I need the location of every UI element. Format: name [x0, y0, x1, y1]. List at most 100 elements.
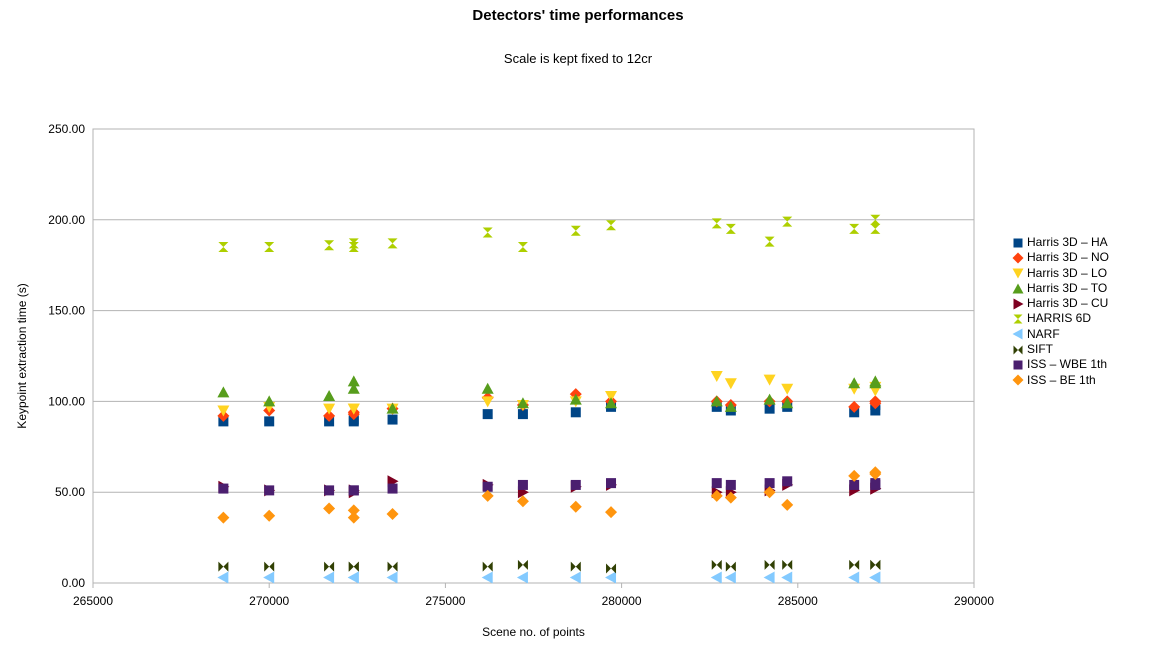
y-tick-label: 150.00 [48, 304, 85, 318]
data-point [764, 236, 775, 247]
legend-marker-shape [1013, 345, 1023, 355]
legend-item: Harris 3D – LO [1012, 266, 1109, 281]
data-point [764, 559, 775, 570]
data-point [848, 571, 860, 584]
data-point [570, 479, 581, 490]
legend-marker-shape [1013, 298, 1024, 310]
data-point [347, 571, 359, 584]
data-point [217, 571, 229, 584]
data-point [482, 481, 493, 492]
data-point [264, 485, 275, 496]
y-tick-label: 100.00 [48, 394, 85, 408]
data-point [849, 479, 860, 490]
data-point [323, 502, 336, 515]
data-point [849, 223, 860, 234]
data-point [386, 402, 399, 414]
data-point [517, 479, 528, 490]
x-tick-label: 275000 [425, 594, 465, 608]
chart-subtitle: Scale is kept fixed to 12cr [503, 51, 653, 66]
data-point [516, 571, 528, 584]
data-point [869, 397, 882, 410]
data-point [386, 571, 398, 584]
data-point [481, 382, 494, 394]
data-point [481, 489, 494, 502]
legend-label: SIFT [1027, 342, 1053, 357]
data-point [218, 561, 229, 572]
legend-label: Harris 3D – CU [1027, 296, 1109, 311]
plot-area [92, 128, 975, 584]
legend-marker-shape [1012, 252, 1024, 264]
data-point [848, 400, 861, 413]
data-point [348, 561, 359, 572]
data-point [348, 238, 359, 249]
legend-label: Harris 3D – LO [1027, 265, 1108, 280]
data-point [781, 383, 794, 395]
data-point [724, 491, 737, 504]
legend-marker-shape [1013, 314, 1023, 324]
data-point [725, 561, 736, 572]
data-point [848, 377, 861, 389]
data-point [517, 409, 528, 420]
data-point [347, 403, 360, 415]
legend-marker-shape [1013, 238, 1023, 248]
data-point [763, 571, 775, 584]
legend-item: Harris 3D – NO [1012, 250, 1109, 265]
data-point [569, 393, 582, 405]
legend-marker [1012, 283, 1024, 294]
data-point [323, 571, 335, 584]
legend-marker [1012, 328, 1023, 340]
data-point [482, 227, 493, 238]
data-point [217, 511, 230, 524]
legend-item: SIFT [1012, 342, 1109, 357]
data-point [711, 218, 722, 229]
data-point [782, 216, 793, 227]
data-point [569, 500, 582, 513]
series-7 [217, 571, 881, 584]
legend-label: Harris 3D – HA [1027, 235, 1108, 249]
legend-item: Harris 3D – HA [1012, 235, 1109, 250]
data-point [387, 561, 398, 572]
data-point [347, 504, 360, 517]
x-tick-label: 270000 [249, 594, 289, 608]
series-5 [218, 475, 882, 499]
legend-marker-shape [1012, 268, 1024, 279]
data-point [606, 220, 617, 231]
data-point [481, 571, 493, 584]
data-point [482, 409, 493, 420]
data-point [710, 370, 723, 382]
data-point [482, 561, 493, 572]
data-point [763, 393, 776, 405]
legend-item: Harris 3D – CU [1012, 296, 1109, 311]
data-point [606, 563, 617, 574]
data-point [870, 405, 881, 416]
data-point [725, 223, 736, 234]
data-point [870, 223, 881, 234]
data-point [323, 409, 336, 422]
data-point [217, 405, 230, 417]
x-tick-label: 280000 [602, 594, 642, 608]
data-point [711, 559, 722, 570]
data-point [347, 382, 360, 394]
data-point [263, 571, 275, 584]
data-point [869, 377, 882, 389]
data-point [323, 389, 336, 401]
legend-label: ISS – WBE 1th [1027, 357, 1108, 372]
data-point [348, 485, 359, 496]
legend-item: ISS – WBE 1th [1012, 357, 1109, 372]
series-6 [218, 214, 881, 253]
x-axis-label: Scene no. of points [482, 625, 585, 639]
x-tick-label: 285000 [778, 594, 818, 608]
data-point [606, 478, 617, 489]
data-point [347, 375, 360, 387]
x-tick-label: 290000 [954, 594, 994, 608]
data-point [324, 240, 335, 251]
data-point [605, 390, 618, 402]
data-point [347, 511, 360, 524]
data-point [264, 416, 275, 427]
data-point [710, 571, 722, 584]
legend-marker-shape [1012, 374, 1024, 386]
legend-item: HARRIS 6D [1012, 311, 1109, 326]
legend-label: Harris 3D – NO [1027, 250, 1110, 265]
data-point [782, 476, 793, 487]
